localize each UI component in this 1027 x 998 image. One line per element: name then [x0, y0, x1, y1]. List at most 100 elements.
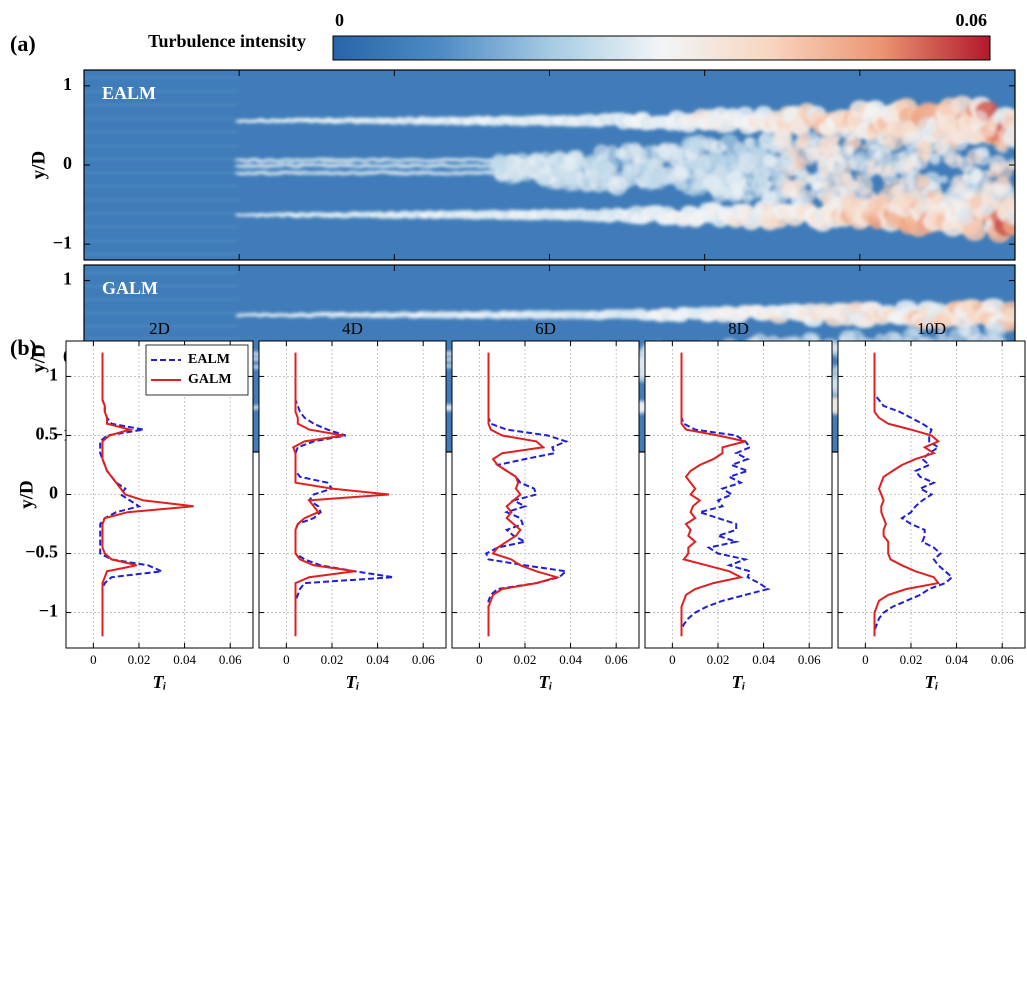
wake-eddy: [902, 130, 921, 150]
plot-frame: [451, 340, 640, 649]
wake-eddy: [966, 129, 982, 145]
wake-eddy: [538, 171, 545, 178]
wake-eddy: [561, 174, 579, 192]
wake-eddy: [872, 193, 879, 200]
plot-frame: [644, 340, 833, 649]
wake-eddy: [871, 201, 881, 212]
wake-eddy: [994, 195, 1014, 215]
x-axis-label: Tᵢ: [152, 672, 166, 692]
x-tick-label: 0.06: [219, 652, 242, 667]
profile-line: [873, 352, 941, 637]
wake-eddy: [1005, 208, 1015, 226]
panel-name: GALM: [102, 278, 158, 298]
wake-eddy: [787, 145, 802, 160]
x-tick-label: 0.04: [366, 652, 389, 667]
wake-eddy: [758, 130, 777, 149]
x-tick-label: 0.04: [945, 652, 968, 667]
wake-eddy: [706, 150, 718, 163]
x-tick-label: 0.06: [991, 652, 1014, 667]
x-axis-label: Tᵢ: [345, 672, 359, 692]
wake-eddy: [710, 139, 725, 154]
wake-eddy: [841, 173, 852, 184]
wake-eddy: [989, 322, 1006, 339]
wake-eddy: [970, 110, 988, 129]
x-tick-label: 0: [90, 652, 97, 667]
wake-eddy: [578, 175, 595, 193]
profile-line: [291, 352, 390, 637]
inflow-stripe: [84, 298, 240, 301]
wake-eddy: [744, 137, 757, 149]
x-axis-label: Tᵢ: [731, 672, 745, 692]
inflow-stripe: [84, 338, 240, 341]
wake-eddy: [607, 175, 628, 196]
y-tick-label: 0: [49, 483, 58, 503]
tip-vortex: [963, 220, 987, 241]
wake-eddy: [825, 143, 837, 155]
wake-eddy: [969, 170, 983, 184]
wake-eddy: [957, 117, 964, 125]
legend-box: [145, 344, 249, 396]
wake-eddy: [998, 125, 1015, 144]
wake-eddy: [917, 142, 929, 154]
wake-eddy: [767, 168, 774, 176]
subplot-title: 8D: [728, 319, 749, 338]
wake-eddy: [755, 161, 765, 171]
wake-eddy: [806, 132, 819, 145]
wake-eddy: [988, 154, 1007, 173]
y-tick-label: 1: [49, 365, 58, 385]
colorbar-tick-label: 0: [335, 10, 344, 30]
y-axis-label: y/D: [28, 151, 49, 180]
y-tick-label: 1: [63, 269, 72, 289]
wake-eddy: [761, 189, 777, 205]
y-tick-label: −1: [53, 232, 72, 252]
x-tick-label: 0.02: [128, 652, 151, 667]
colorbar: [332, 35, 991, 61]
inflow-stripe: [84, 171, 240, 174]
wake-eddy: [827, 157, 836, 166]
x-tick-label: 0.04: [173, 652, 196, 667]
colorbar-label: Turbulence intensity: [148, 31, 306, 51]
x-tick-label: 0.04: [752, 652, 775, 667]
wake-eddy: [956, 207, 975, 226]
wake-eddy: [575, 170, 584, 179]
wake-eddy: [846, 144, 855, 153]
inflow-stripe: [84, 185, 240, 188]
wake-eddy: [915, 174, 930, 190]
wake-eddy: [983, 182, 991, 189]
wake-eddy: [555, 155, 565, 165]
wake-eddy: [934, 138, 950, 154]
wake-eddy: [821, 127, 839, 146]
wake-eddy: [837, 126, 849, 138]
inflow-stripe: [84, 198, 240, 201]
wake-eddy: [658, 142, 668, 152]
x-tick-label: 0: [283, 652, 290, 667]
subplot-title: 4D: [342, 319, 363, 338]
panel-name: EALM: [102, 83, 156, 103]
x-axis-label: Tᵢ: [538, 672, 552, 692]
wake-eddy: [861, 144, 868, 151]
wake-eddy: [638, 181, 645, 189]
x-tick-label: 0.06: [412, 652, 435, 667]
wake-eddy: [624, 144, 640, 160]
wake-eddy: [505, 155, 525, 174]
wake-eddy: [910, 190, 921, 201]
wake-eddy: [926, 190, 936, 199]
inflow-stripe: [84, 311, 240, 314]
x-tick-label: 0.02: [321, 652, 344, 667]
wake-eddy: [805, 147, 820, 162]
wake-eddy: [534, 158, 545, 170]
tip-vortex: [981, 298, 1006, 314]
field-structures: [84, 76, 1015, 256]
wake-eddy: [793, 157, 807, 171]
inflow-stripe: [84, 226, 240, 229]
wake-eddy: [984, 126, 996, 138]
wake-eddy: [770, 146, 777, 153]
wake-eddy: [726, 170, 747, 191]
wake-eddy: [900, 160, 915, 174]
wake-eddy: [867, 158, 883, 174]
y-tick-label: −0.5: [25, 542, 58, 562]
x-tick-label: 0: [476, 652, 483, 667]
panel-label: (b): [10, 335, 37, 360]
inflow-stripe: [84, 158, 240, 161]
